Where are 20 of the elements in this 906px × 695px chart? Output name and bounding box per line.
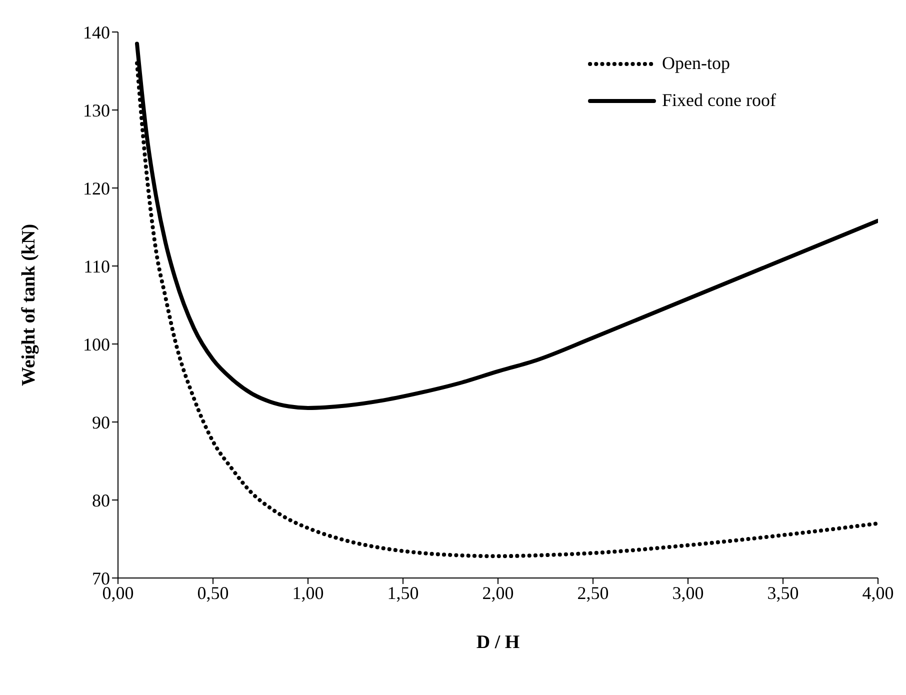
x-tick-label: 1,50 [387,582,419,603]
x-tick-label: 2,00 [482,582,514,603]
y-axis-title: Weight of tank (kN) [18,224,40,386]
y-tick-label: 70 [92,568,110,588]
y-tick-label: 140 [83,22,110,42]
y-tick-label: 110 [84,256,110,276]
y-tick-label: 90 [92,412,110,432]
y-tick-label: 130 [83,100,110,120]
x-tick-label: 3,00 [672,582,704,603]
x-axis-title: D / H [476,632,520,653]
x-tick-label: 3,50 [767,582,799,603]
x-tick-label: 0,50 [197,582,229,603]
legend-label: Fixed cone roof [662,90,776,111]
x-tick-label: 2,50 [577,582,609,603]
y-tick-label: 120 [83,178,110,198]
x-tick-label: 4,00 [862,582,894,603]
x-tick-label: 1,00 [292,582,324,603]
y-tick-label: 80 [92,490,110,510]
y-tick-label: 100 [83,334,110,354]
legend-label: Open-top [662,53,730,74]
